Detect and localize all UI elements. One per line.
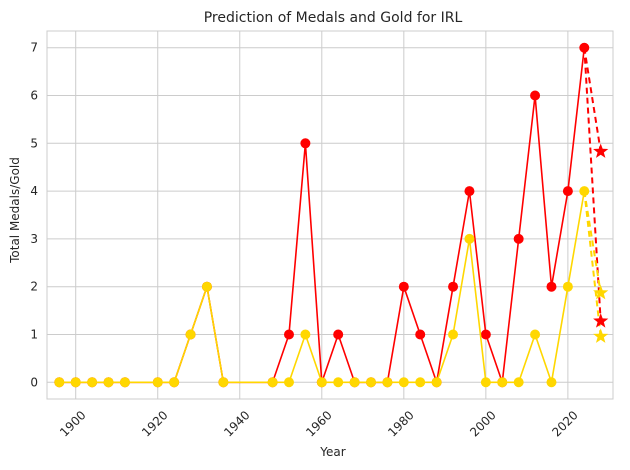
- data-point-gold: [349, 377, 360, 388]
- data-point-total: [513, 233, 524, 244]
- data-point-gold: [480, 377, 491, 388]
- data-point-gold: [497, 377, 508, 388]
- plot-frame: [46, 30, 614, 400]
- data-point-gold: [300, 329, 311, 340]
- data-point-gold: [530, 329, 541, 340]
- data-point-total: [448, 281, 459, 292]
- data-point-gold: [185, 329, 196, 340]
- prediction-marker-total: [593, 313, 609, 328]
- data-point-gold: [119, 377, 130, 388]
- data-point-gold: [546, 377, 557, 388]
- y-tick-label: 7: [30, 41, 38, 55]
- y-tick-label: 4: [30, 184, 38, 198]
- y-tick-label: 5: [30, 136, 38, 150]
- prediction-marker-gold: [593, 284, 609, 300]
- data-point-gold: [366, 377, 377, 388]
- series-layer: [54, 42, 609, 388]
- data-point-gold: [267, 377, 278, 388]
- data-point-gold: [87, 377, 98, 388]
- data-point-total: [300, 138, 311, 149]
- data-point-gold: [579, 186, 590, 197]
- prediction-line-gold: [583, 190, 602, 294]
- data-point-gold: [415, 377, 426, 388]
- data-point-gold: [103, 377, 114, 388]
- y-tick-label: 2: [30, 280, 38, 294]
- data-point-gold: [218, 377, 229, 388]
- y-axis-label: Total Medals/Gold: [8, 157, 22, 264]
- prediction-marker-total: [593, 143, 609, 158]
- prediction-line-gold: [583, 190, 602, 337]
- y-tick-label: 3: [30, 232, 38, 246]
- data-point-gold: [431, 377, 442, 388]
- y-tick-label: 0: [30, 375, 38, 389]
- data-point-total: [415, 329, 426, 340]
- data-point-gold: [513, 377, 524, 388]
- data-point-gold: [201, 281, 212, 292]
- data-point-total: [333, 329, 344, 340]
- data-point-gold: [169, 377, 180, 388]
- data-point-total: [398, 281, 409, 292]
- data-point-total: [530, 90, 541, 101]
- chart-title: Prediction of Medals and Gold for IRL: [204, 10, 463, 26]
- data-point-gold: [70, 377, 81, 388]
- data-point-total: [579, 42, 590, 53]
- data-point-total: [480, 329, 491, 340]
- data-point-gold: [382, 377, 393, 388]
- data-point-gold: [54, 377, 65, 388]
- data-point-gold: [464, 233, 475, 244]
- prediction-marker-gold: [593, 328, 609, 343]
- data-point-gold: [562, 281, 573, 292]
- data-point-total: [562, 186, 573, 197]
- data-point-total: [546, 281, 557, 292]
- data-point-gold: [283, 377, 294, 388]
- y-tick-label: 6: [30, 89, 38, 103]
- data-point-gold: [398, 377, 409, 388]
- data-point-gold: [316, 377, 327, 388]
- prediction-line-total: [583, 47, 602, 152]
- data-point-gold: [448, 329, 459, 340]
- data-point-gold: [333, 377, 344, 388]
- prediction-line-total: [583, 47, 602, 322]
- x-axis-label: Year: [319, 445, 345, 459]
- data-point-gold: [152, 377, 163, 388]
- data-point-total: [283, 329, 294, 340]
- data-point-total: [464, 186, 475, 197]
- y-tick-label: 1: [30, 327, 38, 341]
